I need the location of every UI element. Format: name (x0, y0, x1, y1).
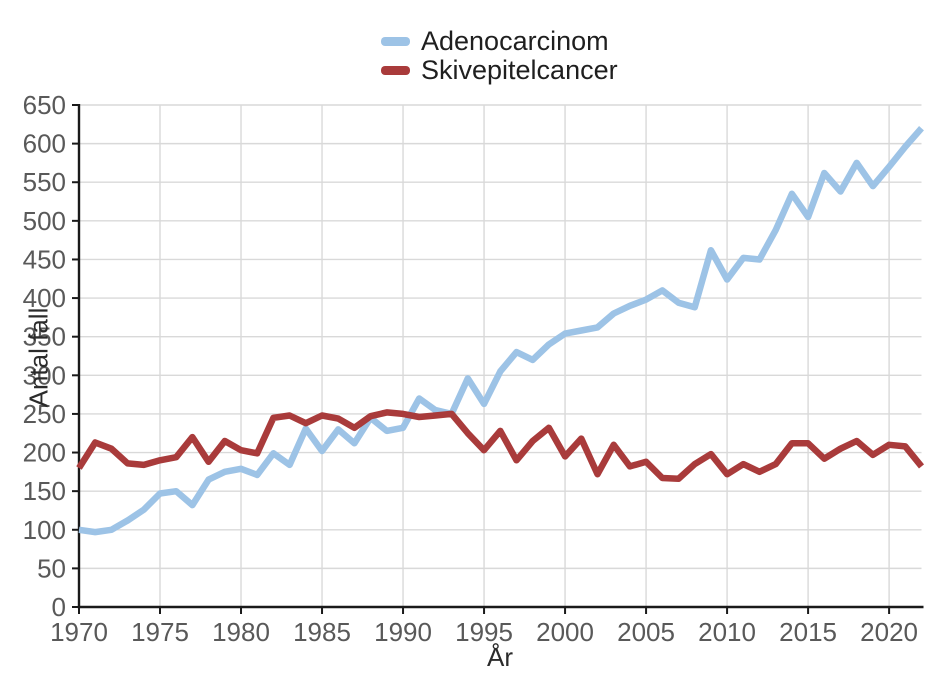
svg-text:1970: 1970 (50, 617, 108, 647)
svg-text:2015: 2015 (779, 617, 837, 647)
svg-text:2000: 2000 (536, 617, 594, 647)
series-line-adenocarcinom (78, 126, 924, 536)
svg-text:400: 400 (23, 283, 66, 313)
x-axis-title: År (487, 642, 513, 672)
legend-label: Adenocarcinom (421, 26, 609, 56)
legend: Adenocarcinom Skivepitelcancer (381, 27, 618, 85)
svg-text:100: 100 (23, 515, 66, 545)
svg-text:150: 150 (23, 476, 66, 506)
svg-text:550: 550 (23, 167, 66, 197)
svg-text:1995: 1995 (455, 617, 513, 647)
legend-label: Skivepitelcancer (421, 55, 618, 85)
svg-text:650: 650 (23, 90, 66, 120)
legend-item-adenocarcinom: Adenocarcinom (381, 27, 618, 56)
svg-text:450: 450 (23, 244, 66, 274)
svg-text:2005: 2005 (617, 617, 675, 647)
svg-text:1990: 1990 (374, 617, 432, 647)
legend-item-skivepitelcancer: Skivepitelcancer (381, 56, 618, 85)
svg-text:600: 600 (23, 129, 66, 159)
series-line-skivepitelcancer (76, 409, 925, 483)
svg-text:200: 200 (23, 438, 66, 468)
svg-text:300: 300 (23, 360, 66, 390)
svg-text:2010: 2010 (698, 617, 756, 647)
svg-text:1985: 1985 (293, 617, 351, 647)
svg-text:0: 0 (52, 592, 66, 622)
svg-text:50: 50 (37, 553, 66, 583)
svg-text:500: 500 (23, 206, 66, 236)
svg-text:250: 250 (23, 399, 66, 429)
legend-swatch-skivepitelcancer-icon (381, 66, 410, 75)
svg-text:1980: 1980 (212, 617, 270, 647)
svg-text:350: 350 (23, 322, 66, 352)
svg-text:1975: 1975 (131, 617, 189, 647)
y-axis-title: Antal fall (23, 307, 54, 408)
legend-swatch-adenocarcinom-icon (381, 37, 410, 46)
svg-text:2020: 2020 (860, 617, 918, 647)
